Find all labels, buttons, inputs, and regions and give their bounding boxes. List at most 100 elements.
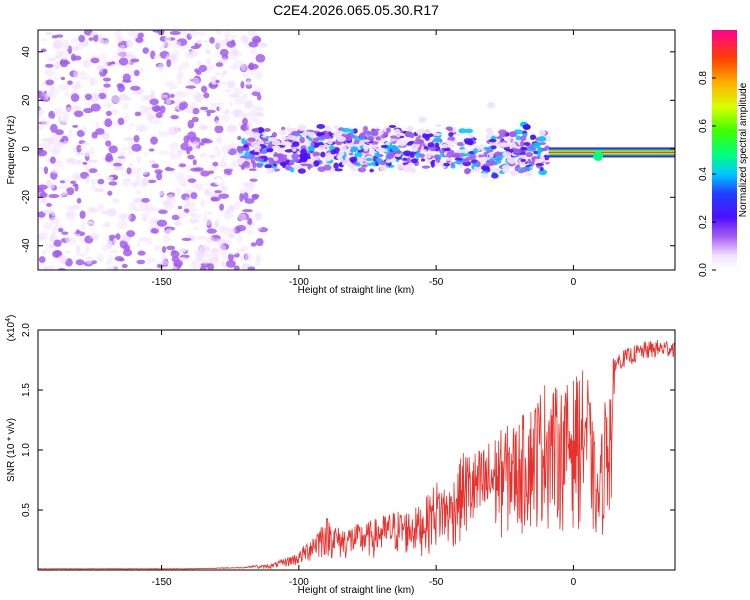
heatmap-blob [174,220,182,226]
heatmap-blob [93,34,99,42]
heatmap-blob [151,163,160,169]
heatmap-blob [48,87,59,96]
heatmap-blob [209,36,215,44]
spectrogram-frame [37,29,676,271]
heatmap-blob [67,80,73,85]
heatmap-blob [117,154,127,164]
heatmap-blob [223,168,233,173]
heatmap-blob [165,134,177,140]
heatmap-blob [64,178,70,185]
heatmap-blob [121,263,128,269]
heatmap-blob [49,234,55,243]
heatmap-blob [280,142,288,146]
heatmap-blob [84,93,92,101]
heatmap-blob [277,148,285,154]
heatmap-blob [227,227,237,234]
snr-panel: -150 -100 -50 0 0.5 1.0 1.5 2.0 Height of stra… [5,315,676,596]
heatmap-blob [324,135,333,140]
heatmap-blob [156,219,168,227]
heatmap-blob [281,161,287,169]
heatmap-blob [220,260,226,268]
heatmap-blob [318,145,326,151]
heatmap-blob [164,228,173,237]
heatmap-blob [208,192,219,198]
heatmap-blob [537,146,543,154]
heatmap-blob [90,137,98,144]
heatmap-blob [162,234,171,243]
heatmap-blob [235,243,244,250]
heatmap-blob [43,166,49,175]
heatmap-blob [385,159,391,164]
heatmap-blob [188,50,198,58]
heatmap-blob [218,103,227,113]
heatmap-blob [119,151,126,157]
heatmap-blob [316,124,326,129]
heatmap-blob [435,156,441,163]
heatmap-blob [41,197,48,203]
heatmap-peak-line [548,151,675,154]
heatmap-blob [292,164,302,170]
heatmap-blob [513,148,522,154]
heatmap-blob [396,163,405,170]
heatmap-blob [189,30,199,38]
heatmap-blob [92,115,103,123]
heatmap-blob [259,151,268,154]
heatmap-blob [150,228,158,234]
heatmap-blob [143,65,150,74]
heatmap-blob [205,236,216,244]
heatmap-blob [226,40,236,48]
heatmap-blob [351,165,358,172]
heatmap-blob [177,75,183,85]
heatmap-blob [105,266,111,270]
heatmap-blob [348,152,354,156]
heatmap-blob [192,77,200,87]
heatmap-blob [215,62,224,67]
heatmap-blob [178,248,187,253]
heatmap-blob [141,178,149,186]
heatmap-blob [131,167,143,175]
heatmap-blob [164,35,171,43]
heatmap-blob [141,198,150,203]
heatmap-blob [524,152,534,158]
heatmap-blob [151,118,162,125]
heatmap-blob [287,134,295,141]
heatmap-blob [223,173,228,178]
heatmap-blob [105,261,113,266]
heatmap-blob [242,112,250,119]
spectrogram-xlabel: Height of straight line (km) [298,285,415,296]
heatmap-blob [456,149,464,154]
heatmap-blob [166,83,178,90]
heatmap-blob [385,141,391,146]
heatmap-blob [41,138,52,142]
heatmap-blob [253,38,261,43]
heatmap-blob [346,133,355,139]
heatmap-blob [62,45,70,50]
heatmap-blob [530,160,535,166]
heatmap-blob [202,39,209,43]
heatmap-blob [112,162,123,167]
heatmap-blob [181,61,190,69]
heatmap-blob [196,235,207,240]
heatmap-blob [89,232,100,240]
spectrogram-y-axis: -40 -20 0 20 40 [21,46,675,253]
heatmap-blob [171,50,180,58]
heatmap-blob [491,173,499,179]
heatmap-blob [201,85,208,93]
heatmap-blob [421,165,431,169]
heatmap-blob [38,125,44,130]
heatmap-blob [246,230,254,234]
heatmap-blob [177,205,183,210]
heatmap-blob [52,39,63,49]
heatmap-blob [132,89,144,96]
heatmap-blob [51,34,58,39]
x-tick-label: -50 [429,277,444,288]
heatmap-blob [129,123,134,127]
heatmap-blob [473,165,483,172]
heatmap-blob [513,156,520,161]
heatmap-blob [224,30,231,39]
heatmap-blob [538,129,546,137]
heatmap-blob [447,126,454,132]
heatmap-blob [95,120,100,129]
heatmap-blob [219,48,229,57]
